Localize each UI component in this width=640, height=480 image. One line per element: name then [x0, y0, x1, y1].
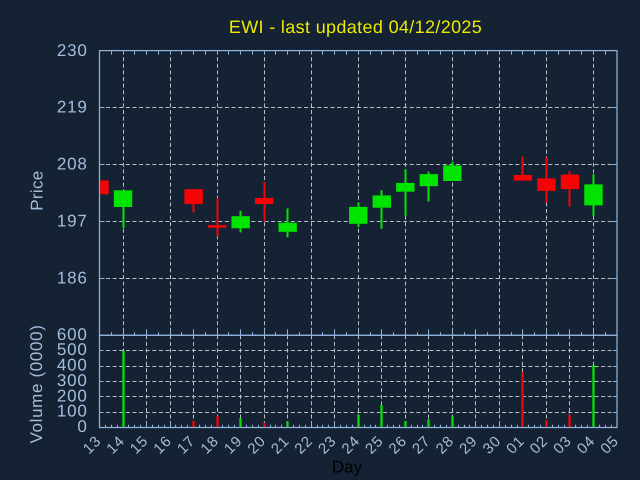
svg-text:400: 400: [57, 356, 88, 375]
svg-text:Price: Price: [28, 170, 47, 210]
svg-text:Day: Day: [332, 457, 363, 476]
svg-text:100: 100: [57, 402, 88, 421]
svg-text:186: 186: [57, 268, 88, 287]
svg-text:500: 500: [57, 340, 88, 359]
svg-text:EWI - last updated 04/12/2025: EWI - last updated 04/12/2025: [229, 17, 482, 37]
svg-text:0: 0: [77, 417, 87, 436]
svg-text:200: 200: [57, 386, 88, 405]
svg-text:230: 230: [57, 41, 88, 60]
svg-text:197: 197: [57, 212, 88, 231]
svg-text:219: 219: [57, 98, 88, 117]
svg-text:208: 208: [57, 155, 88, 174]
svg-text:Volume (0000): Volume (0000): [27, 324, 46, 443]
svg-text:300: 300: [57, 371, 88, 390]
svg-text:600: 600: [57, 325, 88, 344]
